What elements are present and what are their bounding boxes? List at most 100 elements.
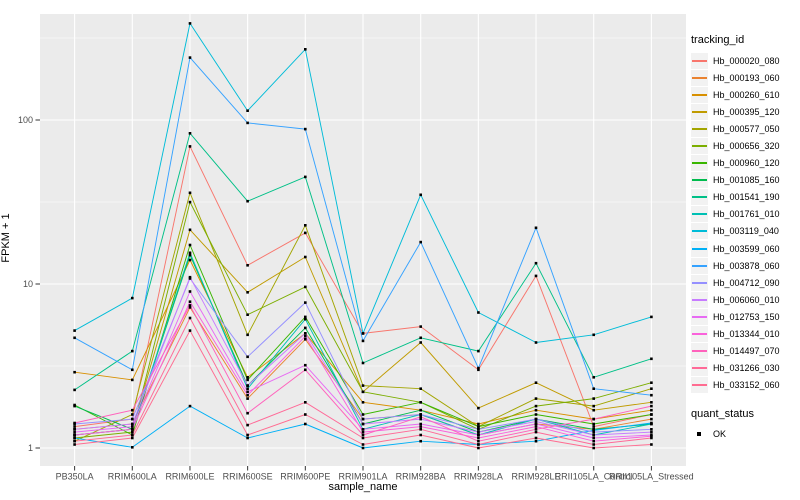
data-point <box>246 109 249 112</box>
data-point <box>419 415 422 419</box>
data-point <box>188 56 192 59</box>
legend-item-Hb_013344_010: Hb_013344_010 <box>691 326 799 343</box>
data-point <box>534 261 538 265</box>
data-point <box>650 408 653 412</box>
data-point <box>477 428 480 431</box>
legend-item-label: Hb_001085_160 <box>713 175 780 186</box>
data-point <box>534 397 538 400</box>
data-point <box>592 446 595 450</box>
data-point <box>650 443 653 446</box>
data-point <box>246 378 249 382</box>
data-point <box>131 417 134 421</box>
data-point <box>188 251 192 255</box>
data-point <box>361 430 365 434</box>
data-point <box>534 226 538 230</box>
data-point <box>361 390 365 394</box>
data-point <box>304 401 307 404</box>
legend-item-label: Hb_033152_060 <box>713 380 780 391</box>
data-point <box>73 430 76 434</box>
x-tick-label: PB350LA <box>56 472 94 482</box>
data-point <box>304 231 307 235</box>
legend-item-Hb_000260_610: Hb_000260_610 <box>691 86 799 103</box>
data-point <box>188 191 192 195</box>
data-point <box>188 404 192 408</box>
data-point <box>246 393 249 397</box>
legend-item-label: Hb_003878_060 <box>713 260 780 271</box>
data-point <box>650 401 653 404</box>
legend-item-label: Hb_001761_010 <box>713 209 780 220</box>
x-axis-title: sample_name <box>328 481 398 493</box>
data-point <box>477 349 480 353</box>
data-point <box>419 336 422 340</box>
legend-item-Hb_000193_060: Hb_000193_060 <box>691 69 799 86</box>
data-point <box>188 300 192 303</box>
data-point <box>188 132 192 135</box>
data-point <box>73 428 76 431</box>
data-point <box>131 368 134 372</box>
data-point <box>304 332 307 335</box>
y-tick-label: 1 <box>28 443 33 453</box>
data-point <box>534 404 538 408</box>
legend-item-label: Hb_000395_120 <box>713 106 780 117</box>
x-tick-label: RRIM600PE <box>280 472 330 482</box>
legend-key-line-icon <box>691 291 708 308</box>
legend-item-label: Hb_003119_040 <box>713 226 779 237</box>
legend-item-Hb_000577_050: Hb_000577_050 <box>691 120 799 137</box>
data-point <box>188 329 192 332</box>
legend-item-Hb_001085_160: Hb_001085_160 <box>691 172 799 189</box>
data-point <box>534 341 538 344</box>
legend-key-line-icon <box>691 138 708 155</box>
data-point <box>246 384 249 387</box>
quant-status-items: OK <box>691 426 799 443</box>
data-point <box>650 436 653 440</box>
data-point <box>131 413 134 416</box>
data-point <box>188 316 192 320</box>
data-point <box>477 368 480 372</box>
data-point <box>477 436 480 440</box>
legend-key-line-icon <box>691 103 708 120</box>
legend-key-line-icon <box>691 155 708 172</box>
data-point <box>304 335 307 338</box>
legend-item-Hb_003119_040: Hb_003119_040 <box>691 223 799 240</box>
data-point <box>419 433 422 437</box>
legend-item-Hb_000960_120: Hb_000960_120 <box>691 155 799 172</box>
data-point <box>246 436 249 440</box>
legend-key-line-icon <box>691 240 708 257</box>
data-point <box>131 425 134 428</box>
data-point <box>73 421 76 425</box>
data-point <box>188 304 192 307</box>
data-point <box>73 329 76 332</box>
data-point <box>419 401 422 404</box>
data-point <box>246 199 249 203</box>
data-point <box>131 378 134 382</box>
data-point <box>188 243 192 247</box>
x-tick-label: RRIM600SE <box>223 472 273 482</box>
data-point <box>650 421 653 425</box>
legend-key-line-icon <box>691 52 708 69</box>
data-point <box>361 422 365 426</box>
data-point <box>246 264 249 267</box>
x-tick-label: RRIM928BA <box>396 472 446 482</box>
legend-item-label: Hb_000577_050 <box>713 123 780 134</box>
legend-item-label: Hb_003599_060 <box>713 243 780 254</box>
data-point <box>304 175 307 179</box>
data-point <box>650 387 653 390</box>
data-point <box>650 428 653 431</box>
legend-item-Hb_004712_090: Hb_004712_090 <box>691 274 799 291</box>
legend-item-Hb_000020_080: Hb_000020_080 <box>691 52 799 69</box>
data-point <box>592 408 595 412</box>
data-point <box>419 425 422 428</box>
data-point <box>246 376 249 379</box>
legend-key-line-icon <box>691 257 708 274</box>
data-point <box>592 433 595 437</box>
data-point <box>361 361 365 365</box>
data-point <box>304 368 307 372</box>
data-point <box>534 420 538 423</box>
data-point <box>592 376 595 379</box>
data-point <box>361 428 365 431</box>
data-point <box>477 425 480 428</box>
legend-item-label: Hb_000260_610 <box>713 89 780 100</box>
data-point <box>592 430 595 434</box>
data-point <box>188 228 192 232</box>
